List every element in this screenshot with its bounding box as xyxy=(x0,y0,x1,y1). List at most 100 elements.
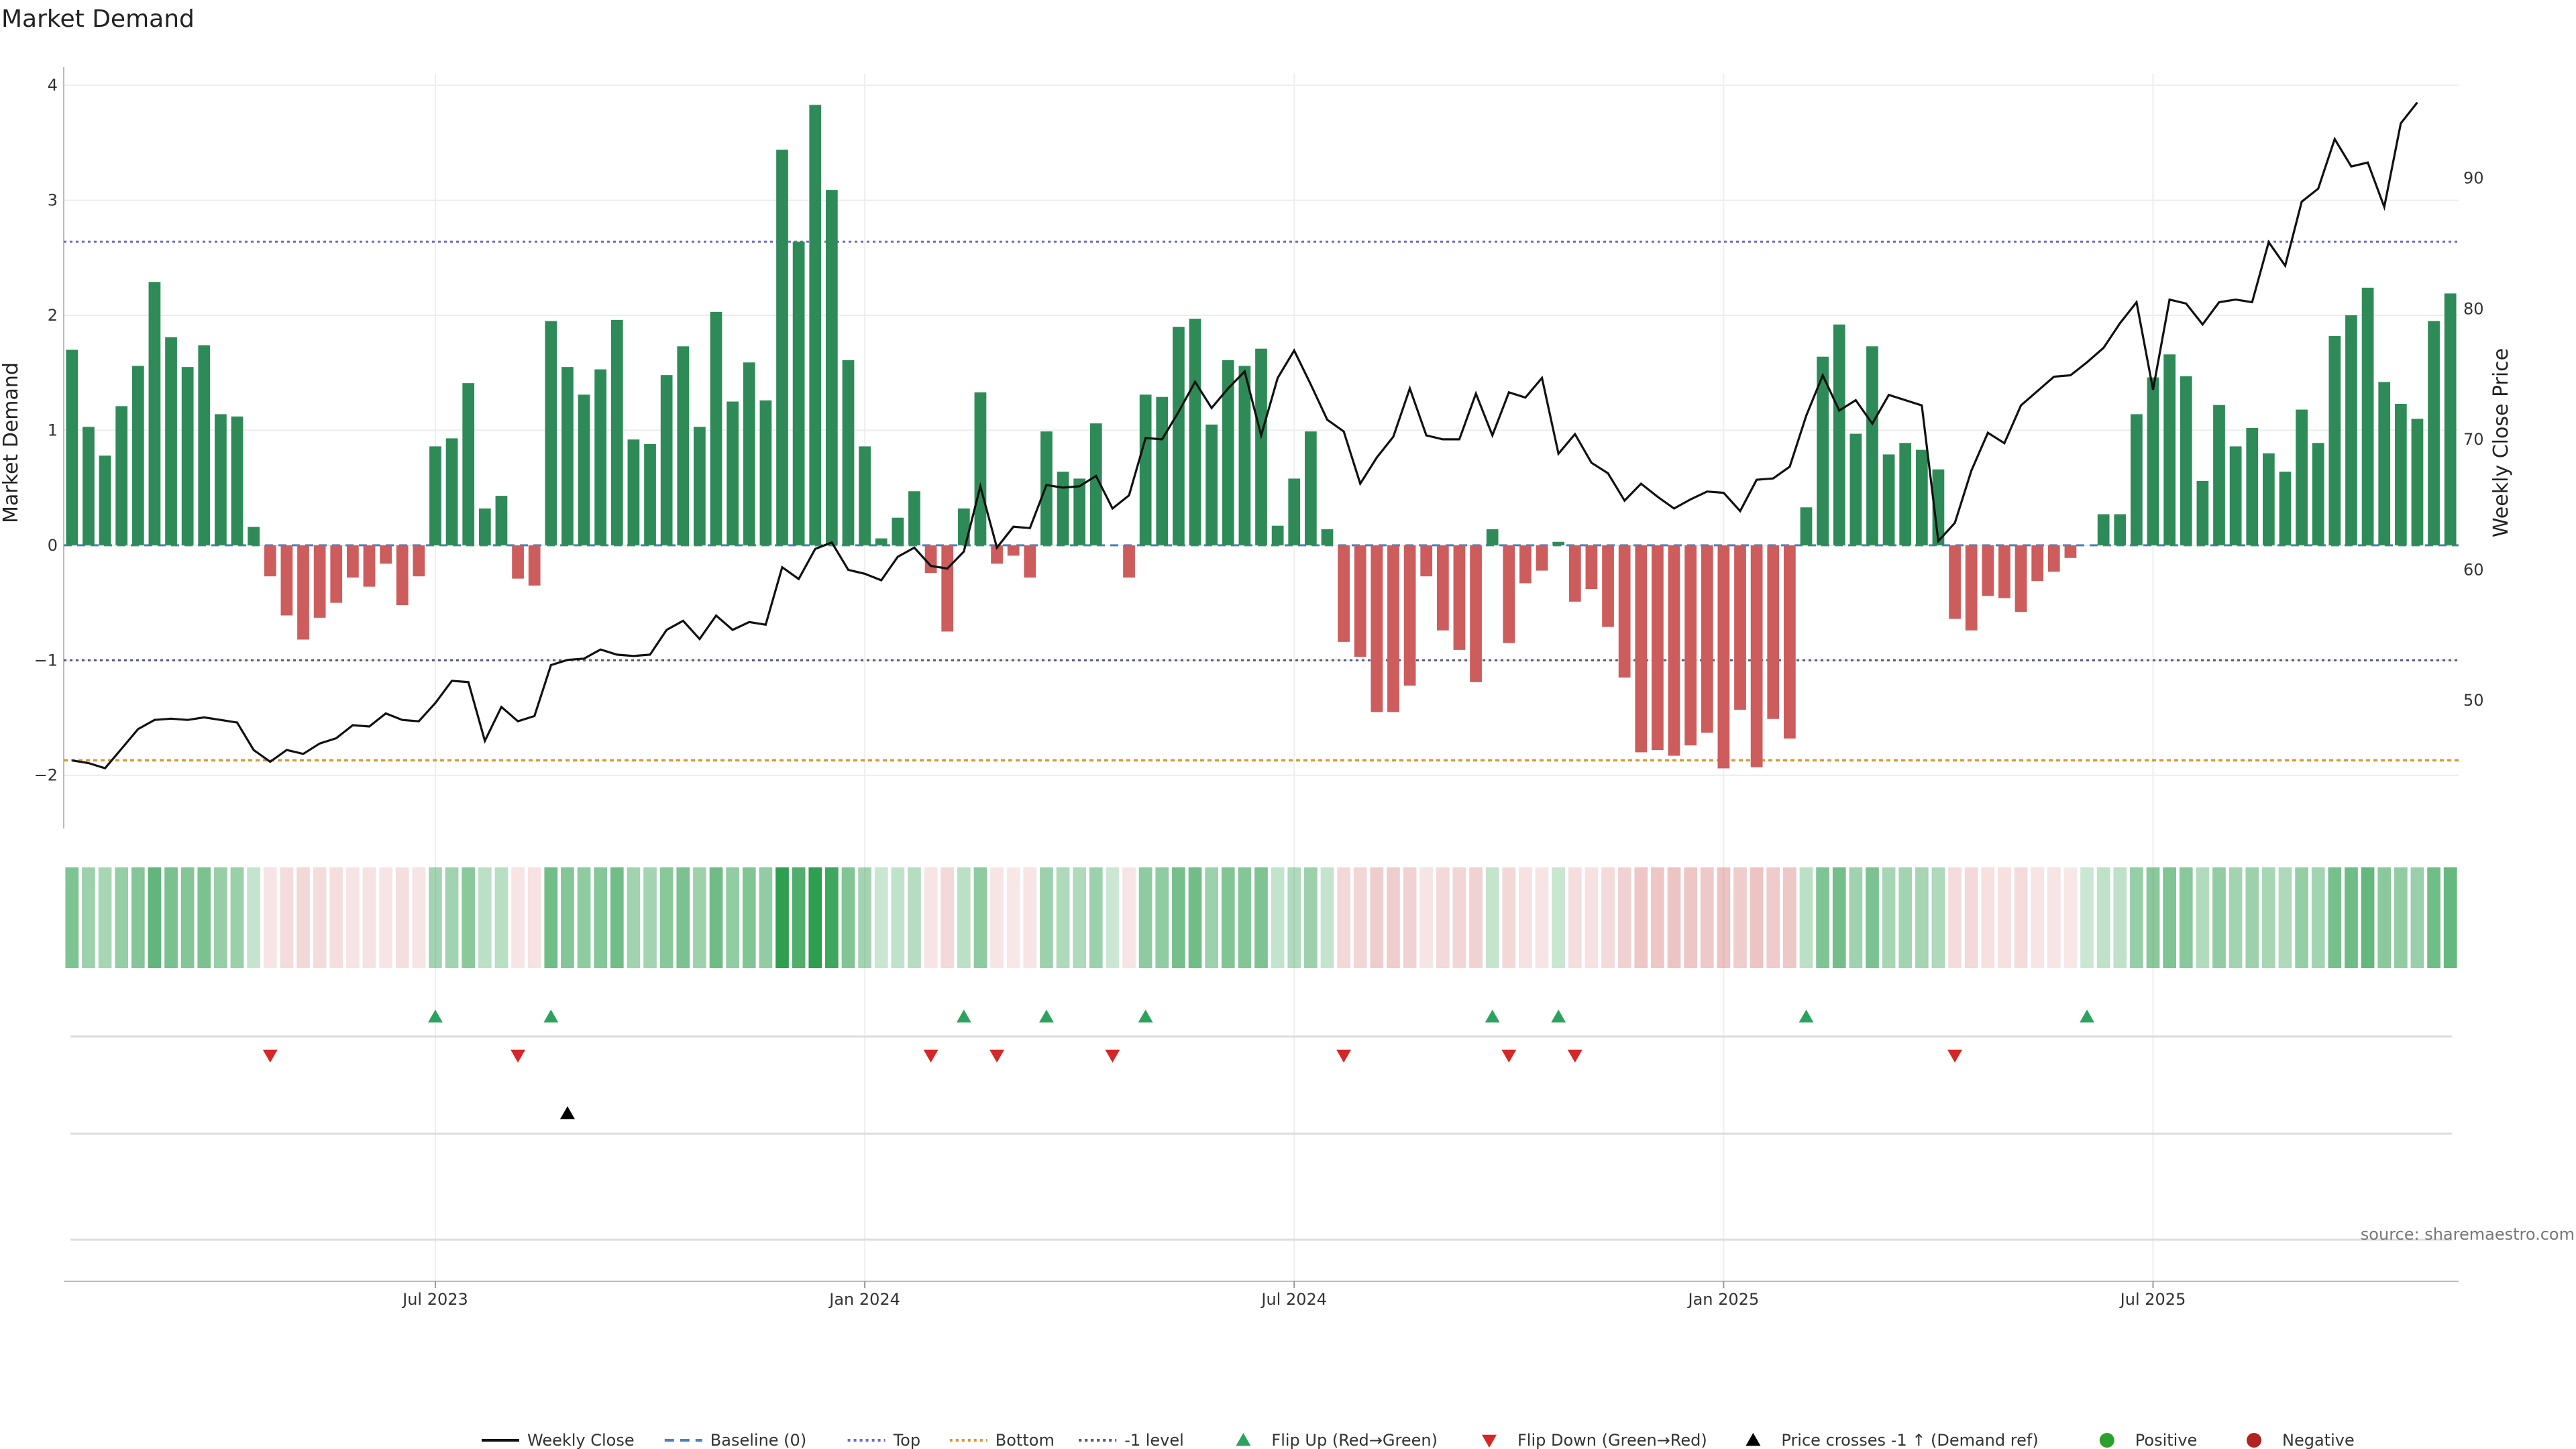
demand-bar xyxy=(2296,409,2308,545)
flip-up-marker xyxy=(1038,1010,1054,1023)
demand-heat-strip xyxy=(65,867,2457,968)
heat-cell xyxy=(1750,867,1764,968)
heat-cell xyxy=(1948,867,1962,968)
heat-cell xyxy=(1766,867,1780,968)
demand-bar xyxy=(1552,541,1565,545)
demand-bar xyxy=(1288,478,1301,545)
heat-cell xyxy=(726,867,739,968)
flip-up-marker xyxy=(543,1010,559,1023)
demand-bar xyxy=(1040,431,1053,545)
demand-bar xyxy=(2428,321,2440,545)
heat-cell xyxy=(1238,867,1252,968)
legend-item: Price crosses -1 ↑ (Demand ref) xyxy=(1746,1431,2039,1449)
demand-bar xyxy=(776,150,788,545)
heat-cell xyxy=(676,867,690,968)
demand-bar xyxy=(842,360,855,545)
heat-cell xyxy=(1882,867,1896,968)
demand-bar xyxy=(1982,545,1994,596)
demand-bar xyxy=(1817,356,1829,545)
legend-swatch-triangle-up xyxy=(1746,1433,1761,1446)
price-cross-marker xyxy=(559,1106,575,1120)
demand-bar xyxy=(1668,545,1680,756)
heat-cell xyxy=(1519,867,1532,968)
gridlines xyxy=(63,67,2459,1282)
heat-cell xyxy=(2245,867,2259,968)
legend-label: Baseline (0) xyxy=(710,1431,806,1449)
legend-item: -1 level xyxy=(1079,1431,1184,1449)
signal-rows xyxy=(70,1010,2452,1241)
heat-cell xyxy=(891,867,905,968)
demand-bar xyxy=(264,545,276,577)
legend-label: Weekly Close xyxy=(527,1431,635,1449)
heat-cell xyxy=(2146,867,2160,968)
demand-bar xyxy=(2213,405,2225,545)
heat-cell xyxy=(2394,867,2408,968)
demand-bar xyxy=(1767,545,1780,719)
heat-cell xyxy=(973,867,987,968)
flip-up-marker xyxy=(1799,1010,1814,1023)
demand-bar xyxy=(809,105,822,545)
heat-cell xyxy=(247,867,260,968)
demand-bar xyxy=(495,496,508,545)
demand-bar xyxy=(1255,348,1267,545)
demand-bar xyxy=(413,545,425,577)
legend-item: Bottom xyxy=(949,1431,1055,1449)
heat-cell xyxy=(693,867,706,968)
heat-cell xyxy=(775,867,789,968)
demand-bar xyxy=(974,392,987,545)
heat-cell xyxy=(1866,867,1879,968)
flip-down-marker xyxy=(1336,1049,1352,1063)
y-tick-label: 1 xyxy=(48,421,58,439)
demand-bar xyxy=(1222,360,1234,545)
heat-cell xyxy=(957,867,971,968)
heat-cell xyxy=(1915,867,1929,968)
heat-cell xyxy=(1337,867,1350,968)
y-tick-label: 2 xyxy=(48,306,58,325)
legend-label: Bottom xyxy=(996,1431,1055,1449)
demand-bar xyxy=(66,350,78,545)
heat-cell xyxy=(2295,867,2308,968)
heat-cell xyxy=(1700,867,1714,968)
demand-bar xyxy=(1652,545,1664,750)
heat-cell xyxy=(990,867,1004,968)
demand-bar xyxy=(2411,419,2424,545)
demand-bar xyxy=(875,538,888,545)
heat-cell xyxy=(362,867,376,968)
flip-down-marker xyxy=(989,1049,1005,1063)
demand-bar xyxy=(677,346,690,545)
demand-bar xyxy=(1354,545,1366,657)
demand-bar xyxy=(313,545,326,618)
heat-cell xyxy=(1188,867,1202,968)
demand-bar xyxy=(346,545,359,578)
demand-bar xyxy=(1189,319,1201,545)
heat-cell xyxy=(1271,867,1285,968)
demand-bar xyxy=(545,321,557,545)
heat-cell xyxy=(1254,867,1268,968)
heat-cell xyxy=(1304,867,1318,968)
demand-bar xyxy=(380,545,392,564)
heat-cell xyxy=(1849,867,1863,968)
demand-bar xyxy=(1304,431,1317,545)
x-tick-label: Jan 2024 xyxy=(828,1290,900,1309)
legend-swatch-dot xyxy=(2099,1433,2114,1448)
demand-bar xyxy=(198,345,211,545)
heat-cell xyxy=(1370,867,1384,968)
heat-cell xyxy=(2163,867,2176,968)
heat-cell xyxy=(329,867,343,968)
heat-cell xyxy=(230,867,244,968)
demand-bar xyxy=(1007,545,1020,556)
heat-cell xyxy=(2130,867,2143,968)
demand-bar xyxy=(478,508,491,545)
y-tick-label: −2 xyxy=(34,766,58,785)
heat-cell xyxy=(1717,867,1731,968)
demand-bar xyxy=(297,545,309,640)
demand-bar xyxy=(1321,529,1334,545)
heat-cell xyxy=(1122,867,1136,968)
demand-bar xyxy=(2229,446,2242,545)
heat-cell xyxy=(462,867,476,968)
heat-cell xyxy=(180,867,195,968)
demand-bar xyxy=(825,190,838,545)
heat-cell xyxy=(65,867,79,968)
heat-cell xyxy=(1964,867,1978,968)
